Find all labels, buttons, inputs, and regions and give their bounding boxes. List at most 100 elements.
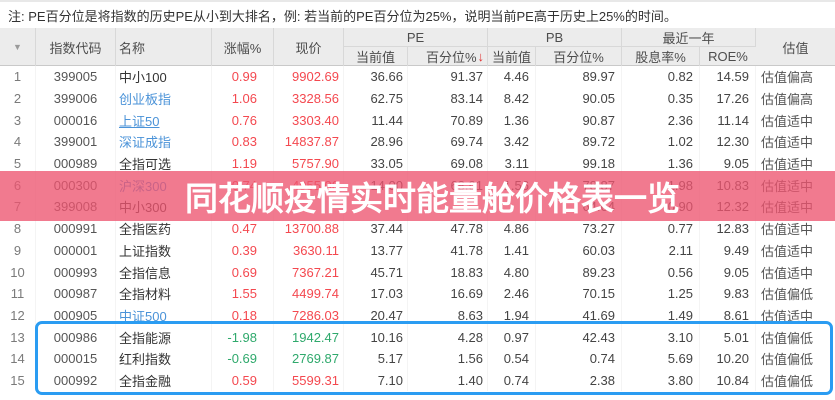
table-row[interactable]: 14 000015 红利指数 -0.69 2769.87 5.17 1.56 0…: [0, 347, 835, 370]
change-percent: 0.39: [212, 239, 274, 262]
index-name-link[interactable]: 中小300: [116, 196, 212, 218]
table-row[interactable]: 9 000001 上证指数 0.39 3630.11 13.77 41.78 1…: [0, 239, 835, 262]
index-name-link[interactable]: 全指可选: [116, 152, 212, 175]
roe-value: 10.84: [700, 369, 756, 392]
index-code: 000993: [36, 261, 116, 283]
row-number: 4: [0, 131, 36, 153]
valuation-label: 估值适中: [761, 157, 814, 173]
index-code: 399001: [36, 131, 116, 153]
header-price[interactable]: 现价: [274, 28, 344, 66]
change-percent: 0.74: [212, 174, 274, 197]
header-group-pb: PB: [488, 28, 622, 47]
pe-current-value: 14.00: [344, 174, 408, 197]
valuation-label: 估值偏低: [761, 287, 814, 303]
header-pe-current[interactable]: 当前值: [344, 47, 408, 66]
filter-button[interactable]: ▼: [0, 28, 36, 66]
pb-current-value: 1.56: [488, 174, 536, 197]
header-pb-percentile[interactable]: 百分位%: [536, 47, 622, 66]
table-row[interactable]: 15 000992 全指金融 0.59 5599.31 7.10 1.40 0.…: [0, 369, 835, 392]
table-row[interactable]: 3 000016 上证50 0.76 3303.40 11.44 70.89 1…: [0, 109, 835, 132]
pe-percentile-value: 1.40: [408, 369, 488, 392]
pb-percentile-value: 42.43: [536, 326, 622, 348]
pb-percentile-value: 90.05: [536, 87, 622, 110]
index-name-link[interactable]: 上证50: [116, 109, 212, 132]
index-code: 000987: [36, 282, 116, 305]
index-code: 000992: [36, 369, 116, 392]
pb-current-value: 4.46: [488, 66, 536, 88]
pe-percentile-value: 4.28: [408, 326, 488, 348]
current-price: 3328.56: [274, 87, 344, 110]
change-percent: [212, 196, 274, 218]
header-index-code[interactable]: 指数代码: [36, 28, 116, 66]
valuation-label: 估值适中: [761, 265, 814, 281]
valuation-label: 估值偏高: [761, 92, 814, 108]
index-name-link[interactable]: 中证500: [116, 304, 212, 327]
current-price: 14837.87: [274, 131, 344, 153]
index-name-link[interactable]: 全指信息: [116, 261, 212, 283]
pe-percentile-value: 68.91: [408, 174, 488, 197]
table-row[interactable]: 6 000300 沪深300 0.74 4955.06 14.00 68.91 …: [0, 174, 835, 197]
table-row[interactable]: 1 399005 中小100 0.99 9902.69 36.66 91.37 …: [0, 66, 835, 88]
table-row[interactable]: 2 399006 创业板指 1.06 3328.56 62.75 83.14 8…: [0, 87, 835, 110]
change-percent: 0.59: [212, 369, 274, 392]
row-number: 12: [0, 304, 36, 327]
index-name-link[interactable]: 上证指数: [116, 239, 212, 262]
change-percent: 0.18: [212, 304, 274, 327]
row-number: 9: [0, 239, 36, 262]
pb-current-value: [488, 196, 536, 218]
valuation-label: 估值适中: [761, 113, 814, 129]
pe-current-value: 36.66: [344, 66, 408, 88]
index-name-link[interactable]: 沪深300: [116, 174, 212, 197]
dividend-yield-value: 5.69: [622, 347, 700, 370]
header-pe-percentile-sort[interactable]: 百分位% ↓: [408, 47, 488, 66]
roe-value: 9.83: [700, 282, 756, 305]
pb-percentile-value: 2.38: [536, 369, 622, 392]
roe-value: 10.83: [700, 174, 756, 197]
pb-percentile-value: 0.74: [536, 347, 622, 370]
row-number: 6: [0, 174, 36, 197]
header-name[interactable]: 名称: [116, 28, 212, 66]
header-change[interactable]: 涨幅%: [212, 28, 274, 66]
index-name-link[interactable]: 全指金融: [116, 369, 212, 392]
table-body: 1 399005 中小100 0.99 9902.69 36.66 91.37 …: [0, 66, 835, 392]
pb-current-value: 0.97: [488, 326, 536, 348]
pb-percentile-value: 90.87: [536, 109, 622, 132]
pe-percentile-value: 18.83: [408, 261, 488, 283]
table-row[interactable]: 7 399008 中小300 64.64 0.90 12.32 估值适中: [0, 196, 835, 218]
index-name-link[interactable]: 中小100: [116, 66, 212, 88]
dividend-yield-value: 2.36: [622, 109, 700, 132]
table-row[interactable]: 11 000987 全指材料 1.55 4499.74 17.03 16.69 …: [0, 282, 835, 305]
pe-percentile-value: 91.37: [408, 66, 488, 88]
index-code: 000991: [36, 217, 116, 240]
table-row[interactable]: 4 399001 深证成指 0.83 14837.87 28.96 69.74 …: [0, 131, 835, 153]
pe-percentile-value: 8.63: [408, 304, 488, 327]
table-row[interactable]: 8 000991 全指医药 0.47 13700.88 37.44 47.78 …: [0, 217, 835, 240]
table-row[interactable]: 5 000989 全指可选 1.19 5757.90 33.05 69.08 3…: [0, 152, 835, 175]
index-name-link[interactable]: 全指材料: [116, 282, 212, 305]
pe-percentile-value: 70.89: [408, 109, 488, 132]
row-number: 7: [0, 196, 36, 218]
pe-percentile-value: 1.56: [408, 347, 488, 370]
roe-value: 5.01: [700, 326, 756, 348]
table-row[interactable]: 10 000993 全指信息 0.69 7367.21 45.71 18.83 …: [0, 261, 835, 283]
index-code: 399008: [36, 196, 116, 218]
pe-current-value: 20.47: [344, 304, 408, 327]
header-roe[interactable]: ROE%: [708, 49, 748, 64]
roe-value: 12.83: [700, 217, 756, 240]
index-name-link[interactable]: 深证成指: [116, 131, 212, 153]
header-dividend[interactable]: 股息率%: [622, 47, 700, 66]
pe-percentile-label: 百分位%: [425, 50, 477, 65]
index-name-link[interactable]: 全指能源: [116, 326, 212, 348]
index-name-link[interactable]: 创业板指: [116, 87, 212, 110]
row-number: 2: [0, 87, 36, 110]
table-row[interactable]: 13 000986 全指能源 -1.98 1942.47 10.16 4.28 …: [0, 326, 835, 348]
pb-current-value: 8.42: [488, 87, 536, 110]
header-pb-current[interactable]: 当前值: [488, 47, 536, 66]
header-valuation[interactable]: 估值: [782, 40, 809, 56]
row-number: 5: [0, 152, 36, 175]
table-row[interactable]: 12 000905 中证500 0.18 7286.03 20.47 8.63 …: [0, 304, 835, 327]
pb-current-value: 1.36: [488, 109, 536, 132]
current-price: 4955.06: [274, 174, 344, 197]
index-name-link[interactable]: 全指医药: [116, 217, 212, 240]
index-name-link[interactable]: 红利指数: [116, 347, 212, 370]
